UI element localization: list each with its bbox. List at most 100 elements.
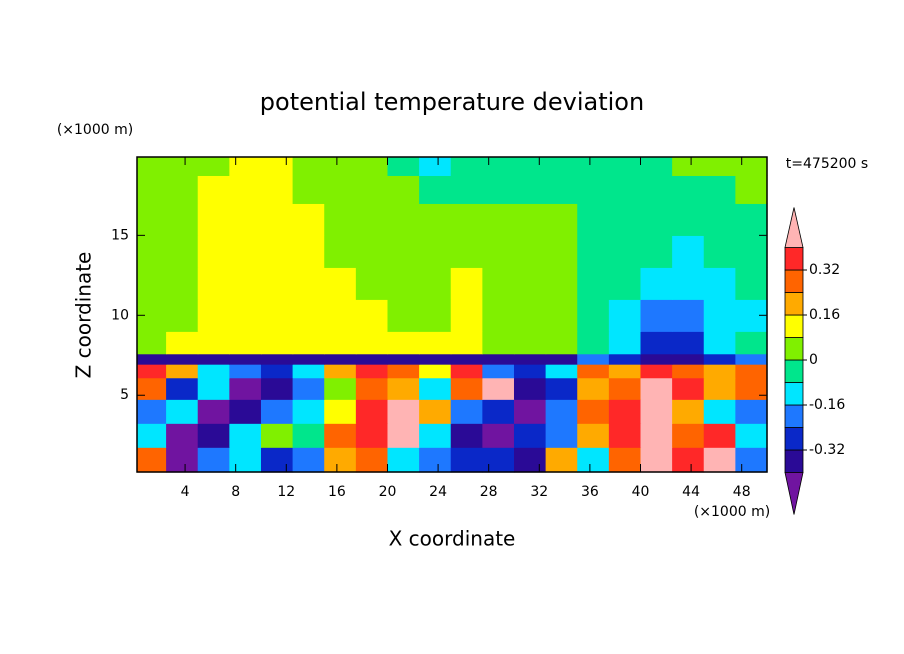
contour-cell bbox=[735, 377, 768, 400]
contour-cell bbox=[355, 447, 389, 473]
contour-cell bbox=[545, 423, 578, 448]
contour-cell bbox=[703, 299, 736, 332]
contour-cell bbox=[137, 235, 167, 268]
contour-cell bbox=[197, 423, 230, 448]
contour-cell bbox=[229, 447, 262, 473]
contour-cell bbox=[640, 203, 673, 236]
contour-cell bbox=[640, 399, 673, 424]
contour-cell bbox=[137, 203, 167, 236]
contour-cell bbox=[355, 399, 389, 424]
contour-cell bbox=[513, 175, 547, 204]
colorbar-box bbox=[784, 404, 804, 428]
contour-cell bbox=[577, 399, 610, 424]
contour-cell bbox=[545, 399, 578, 424]
contour-cell bbox=[229, 299, 262, 332]
contour-cell bbox=[513, 353, 547, 365]
contour-cell bbox=[324, 399, 357, 424]
contour-cell bbox=[137, 267, 167, 300]
contour-cell bbox=[197, 399, 230, 424]
contour-cell bbox=[166, 423, 199, 448]
contour-cell bbox=[735, 157, 768, 176]
colorbar-box bbox=[784, 314, 804, 338]
contour-cell bbox=[640, 447, 673, 473]
contour-cell bbox=[450, 299, 483, 332]
contour-cell bbox=[197, 203, 230, 236]
contour-cell bbox=[608, 353, 642, 365]
x-tick-label: 12 bbox=[277, 484, 295, 500]
colorbar-tick-label: 0.32 bbox=[809, 262, 840, 278]
contour-cell bbox=[735, 447, 768, 473]
contour-cell bbox=[450, 447, 483, 473]
contour-cell bbox=[545, 331, 578, 355]
contour-cell bbox=[703, 235, 736, 268]
x-axis-label: X coordinate bbox=[389, 527, 516, 551]
contour-cell bbox=[387, 447, 420, 473]
contour-cell bbox=[229, 377, 262, 400]
contour-cell bbox=[482, 157, 515, 176]
contour-cell bbox=[640, 299, 673, 332]
contour-cell bbox=[450, 377, 483, 400]
contour-cell bbox=[513, 235, 547, 268]
x-tick-label: 24 bbox=[429, 484, 447, 500]
contour-cell bbox=[137, 364, 167, 379]
contour-cell bbox=[450, 235, 483, 268]
contour-cell bbox=[482, 377, 515, 400]
x-tick-label: 48 bbox=[733, 484, 751, 500]
contour-cell bbox=[166, 364, 199, 379]
contour-cell bbox=[450, 399, 483, 424]
contour-cell bbox=[513, 203, 547, 236]
colorbar-box bbox=[784, 337, 804, 361]
contour-cell bbox=[577, 423, 610, 448]
contour-cell bbox=[672, 447, 705, 473]
contour-cell bbox=[229, 203, 262, 236]
contour-cell bbox=[672, 423, 705, 448]
contour-cell bbox=[387, 157, 420, 176]
contour-cell bbox=[324, 203, 357, 236]
contour-cell bbox=[419, 235, 452, 268]
contour-cell bbox=[229, 353, 262, 365]
contour-cell bbox=[672, 299, 705, 332]
contour-cell bbox=[735, 423, 768, 448]
contour-cell bbox=[229, 175, 262, 204]
contour-cell bbox=[482, 331, 515, 355]
contour-cell bbox=[387, 235, 420, 268]
contour-cell bbox=[260, 267, 294, 300]
contour-cell bbox=[672, 377, 705, 400]
contour-cell bbox=[387, 203, 420, 236]
contour-cell bbox=[672, 175, 705, 204]
contour-cell bbox=[166, 235, 199, 268]
contour-cell bbox=[640, 331, 673, 355]
colorbar-extend-top bbox=[784, 207, 804, 248]
contour-cell bbox=[355, 267, 389, 300]
contour-cell bbox=[324, 235, 357, 268]
contour-cell bbox=[419, 157, 452, 176]
contour-cell bbox=[260, 399, 294, 424]
contour-cell bbox=[355, 364, 389, 379]
contour-cell bbox=[324, 299, 357, 332]
contour-cell bbox=[640, 235, 673, 268]
contour-cell bbox=[513, 377, 547, 400]
contour-cell bbox=[197, 299, 230, 332]
contour-cell bbox=[735, 331, 768, 355]
contour-cell bbox=[608, 447, 642, 473]
contour-cell bbox=[608, 377, 642, 400]
contour-cell bbox=[260, 423, 294, 448]
contour-cell bbox=[640, 377, 673, 400]
contour-cell bbox=[482, 175, 515, 204]
contour-cell bbox=[482, 447, 515, 473]
contour-cell bbox=[450, 353, 483, 365]
x-tick-label: 44 bbox=[682, 484, 700, 500]
contour-cell bbox=[450, 157, 483, 176]
contour-cell bbox=[513, 447, 547, 473]
contour-cell bbox=[137, 423, 167, 448]
contour-cell bbox=[450, 267, 483, 300]
contour-cell bbox=[545, 377, 578, 400]
contour-cell bbox=[419, 267, 452, 300]
contour-cell bbox=[292, 447, 325, 473]
colorbar-box bbox=[784, 292, 804, 316]
colorbar-tick-label: 0.16 bbox=[809, 307, 840, 323]
plot-frame bbox=[136, 156, 768, 473]
contour-cell bbox=[482, 364, 515, 379]
contour-cell bbox=[672, 353, 705, 365]
contour-cell bbox=[703, 399, 736, 424]
